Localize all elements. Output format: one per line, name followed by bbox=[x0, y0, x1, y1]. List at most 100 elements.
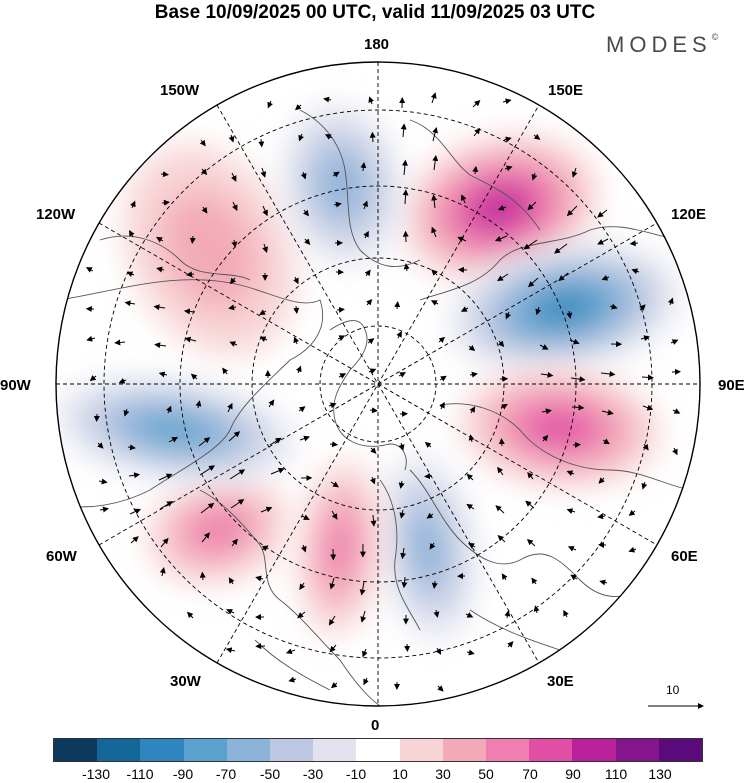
wind-vector bbox=[535, 306, 542, 316]
wind-vector bbox=[114, 339, 126, 346]
wind-vector bbox=[201, 532, 210, 543]
wind-vector bbox=[670, 339, 679, 345]
anomaly-pos-north-atlantic bbox=[147, 476, 289, 584]
wind-vector bbox=[369, 407, 378, 414]
wind-vector bbox=[329, 441, 339, 448]
wind-vector bbox=[368, 96, 375, 105]
wind-vector bbox=[199, 465, 215, 476]
wind-vector bbox=[370, 447, 377, 454]
wind-vector bbox=[527, 201, 537, 211]
wind-vector bbox=[259, 336, 268, 342]
colorbar-swatch bbox=[226, 739, 271, 761]
wind-vector bbox=[497, 204, 507, 211]
wind-vector bbox=[628, 546, 637, 553]
wind-vector bbox=[331, 510, 338, 520]
wind-vector bbox=[403, 263, 410, 272]
wind-vector bbox=[298, 406, 306, 413]
wind-vector bbox=[599, 579, 608, 586]
wind-vector bbox=[294, 104, 302, 111]
wind-vector bbox=[363, 230, 369, 239]
wind-vector bbox=[300, 544, 307, 553]
wind-vector bbox=[398, 372, 406, 378]
wind-vector bbox=[295, 365, 302, 374]
wind-vector bbox=[527, 277, 539, 288]
colorbar-swatch bbox=[572, 739, 616, 761]
wind-vector bbox=[189, 235, 196, 244]
wind-vector bbox=[369, 131, 376, 143]
wind-vector bbox=[396, 331, 402, 339]
wind-vector bbox=[301, 514, 310, 520]
wind-vector bbox=[302, 209, 309, 217]
wind-vector bbox=[330, 682, 338, 689]
wind-vector bbox=[158, 473, 173, 481]
wind-vector bbox=[190, 373, 198, 380]
wind-vector bbox=[160, 171, 169, 178]
wind-vector bbox=[328, 615, 336, 626]
lon-label-150e: 150E bbox=[548, 82, 584, 99]
wind-vector bbox=[540, 371, 554, 378]
wind-vector bbox=[269, 437, 282, 446]
wind-vector bbox=[360, 161, 367, 172]
wind-vector bbox=[466, 503, 475, 510]
wind-vector bbox=[672, 447, 678, 456]
wind-vector bbox=[498, 438, 505, 447]
wind-vector bbox=[558, 272, 569, 282]
wind-vector bbox=[333, 201, 342, 208]
wind-vector bbox=[228, 304, 237, 311]
wind-vector bbox=[328, 402, 337, 409]
coastlines bbox=[59, 109, 691, 706]
wind-vector bbox=[268, 399, 275, 408]
wind-vector bbox=[367, 338, 375, 345]
wind-vector bbox=[639, 304, 646, 311]
wind-vector bbox=[503, 136, 512, 143]
wind-vector bbox=[533, 133, 541, 140]
wind-vector bbox=[468, 434, 475, 443]
wind-vector bbox=[329, 644, 337, 653]
wind-vector bbox=[600, 370, 616, 377]
wind-vector bbox=[230, 172, 237, 182]
colorbar-tick: -10 bbox=[345, 766, 367, 782]
wind-vector bbox=[465, 612, 474, 618]
wind-vector bbox=[370, 514, 377, 527]
wind-vector bbox=[472, 165, 479, 175]
wind-vector bbox=[299, 435, 310, 442]
wind-vector bbox=[293, 305, 300, 314]
wind-vector bbox=[432, 154, 439, 171]
wind-vector bbox=[460, 194, 467, 204]
wind-vector bbox=[629, 240, 639, 247]
wind-vector bbox=[541, 408, 552, 415]
wind-vector bbox=[597, 513, 606, 520]
wind-vector bbox=[398, 442, 405, 451]
wind-vector bbox=[255, 575, 264, 582]
wind-vector bbox=[502, 98, 512, 105]
colorbar-tick: 110 bbox=[604, 766, 628, 782]
wind-vector bbox=[359, 581, 366, 596]
wind-vector bbox=[497, 273, 509, 282]
wind-vector bbox=[504, 610, 511, 619]
wind-vector bbox=[225, 647, 236, 654]
brand-name: MODES bbox=[606, 32, 712, 57]
colorbar-swatch bbox=[529, 739, 573, 761]
wind-vector bbox=[98, 478, 108, 485]
wind-vector bbox=[566, 508, 576, 514]
wind-vector bbox=[640, 335, 650, 342]
colorbar-tick: 90 bbox=[565, 766, 581, 782]
wind-vector bbox=[200, 168, 208, 176]
wind-vector bbox=[525, 500, 535, 509]
colorbar-swatch bbox=[313, 739, 357, 761]
colorbar-tick: -90 bbox=[172, 766, 194, 782]
wind-vector bbox=[262, 243, 268, 253]
wind-vector bbox=[429, 542, 436, 550]
reference-vector-value: 10 bbox=[666, 683, 680, 697]
colorbar-tick: -30 bbox=[302, 766, 324, 782]
wind-vector bbox=[571, 167, 578, 178]
wind-vector bbox=[362, 648, 368, 658]
wind-vector bbox=[570, 574, 578, 581]
wind-vector bbox=[126, 271, 135, 278]
wind-vector bbox=[494, 235, 508, 242]
wind-vector bbox=[258, 138, 265, 148]
wind-vector bbox=[362, 200, 368, 210]
wind-vector bbox=[369, 476, 376, 485]
wind-vector bbox=[337, 335, 346, 341]
